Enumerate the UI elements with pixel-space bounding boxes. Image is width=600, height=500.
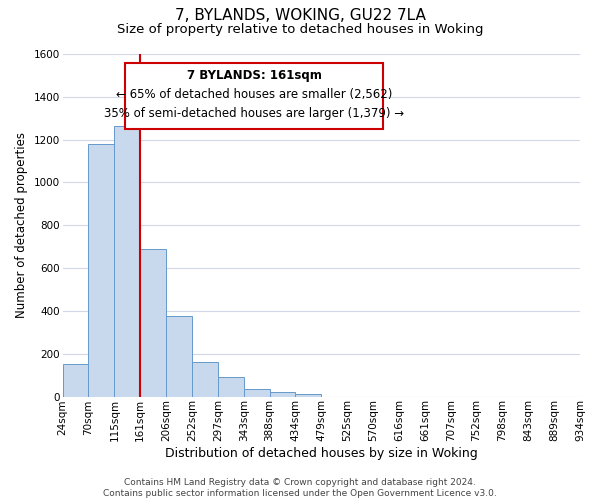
Y-axis label: Number of detached properties: Number of detached properties <box>15 132 28 318</box>
Bar <box>192 362 218 396</box>
Text: ← 65% of detached houses are smaller (2,562): ← 65% of detached houses are smaller (2,… <box>116 88 392 102</box>
Bar <box>295 394 321 396</box>
Bar <box>218 376 244 396</box>
Bar <box>244 389 269 396</box>
Text: 7 BYLANDS: 161sqm: 7 BYLANDS: 161sqm <box>187 70 322 82</box>
Bar <box>140 249 166 396</box>
Text: 7, BYLANDS, WOKING, GU22 7LA: 7, BYLANDS, WOKING, GU22 7LA <box>175 8 425 22</box>
X-axis label: Distribution of detached houses by size in Woking: Distribution of detached houses by size … <box>165 447 478 460</box>
Text: Size of property relative to detached houses in Woking: Size of property relative to detached ho… <box>117 22 483 36</box>
Bar <box>88 144 115 397</box>
FancyBboxPatch shape <box>125 62 383 130</box>
Bar <box>269 392 295 396</box>
Text: Contains HM Land Registry data © Crown copyright and database right 2024.
Contai: Contains HM Land Registry data © Crown c… <box>103 478 497 498</box>
Bar <box>115 126 140 396</box>
Bar <box>166 316 192 396</box>
Bar <box>62 364 88 396</box>
Text: 35% of semi-detached houses are larger (1,379) →: 35% of semi-detached houses are larger (… <box>104 107 404 120</box>
